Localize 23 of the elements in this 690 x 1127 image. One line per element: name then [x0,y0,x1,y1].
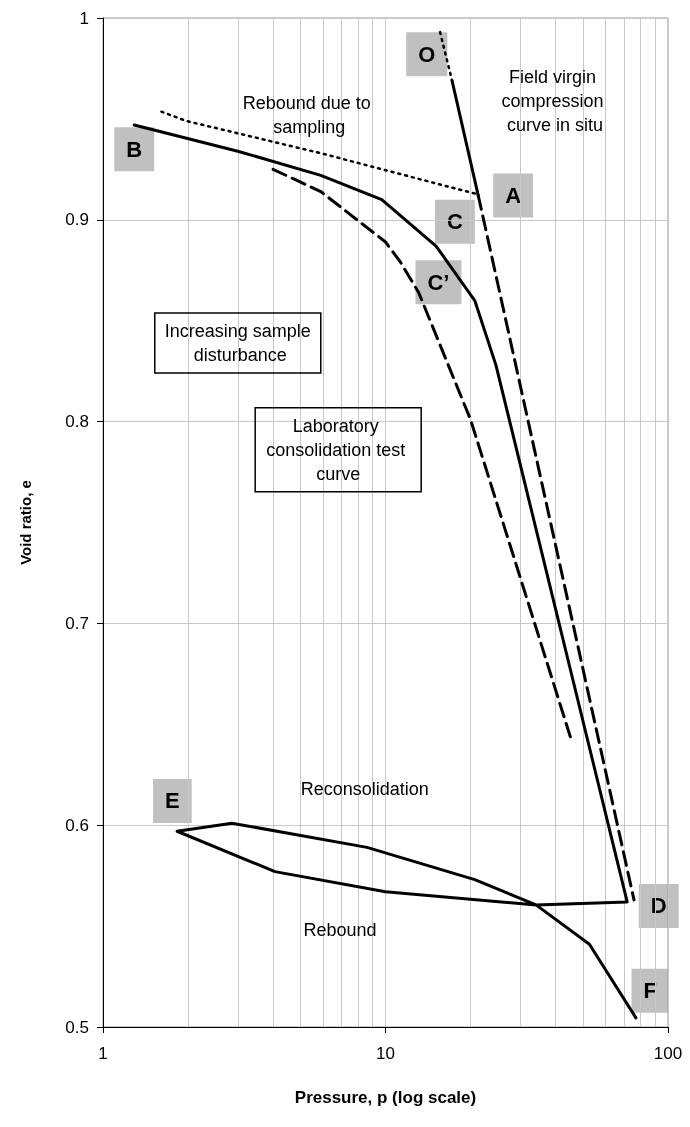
annotation: C’ [427,269,450,295]
x-tick-label: 1 [98,1044,108,1063]
y-axis-title: Void ratio, e [17,480,34,565]
x-tick-label: 100 [653,1044,683,1063]
annotation: Rebound [303,920,377,941]
y-tick-label: 0.7 [65,613,89,633]
annotation: O [418,41,436,67]
annotation: E [165,788,180,814]
annotation: Rebound due to sampling [242,92,376,137]
annotation: Reconsolidation [300,778,429,799]
annotation: Increasing sample disturbance [164,320,311,365]
y-tick-label: 1 [79,8,89,28]
y-tick-label: 0.5 [65,1017,89,1037]
annotation: Field virgin compression curve in situ [501,66,609,135]
y-tick-label: 0.9 [65,210,89,230]
annotation: C [446,209,463,235]
annotation: A [505,183,522,209]
y-tick-label: 0.8 [65,412,89,432]
annotation: Laboratory consolidation test curve [266,415,411,484]
annotation: B [126,136,143,162]
x-axis-title: Pressure, p (log scale) [294,1088,477,1107]
x-tick-label: 10 [376,1044,395,1063]
y-tick-label: 0.6 [65,815,89,835]
